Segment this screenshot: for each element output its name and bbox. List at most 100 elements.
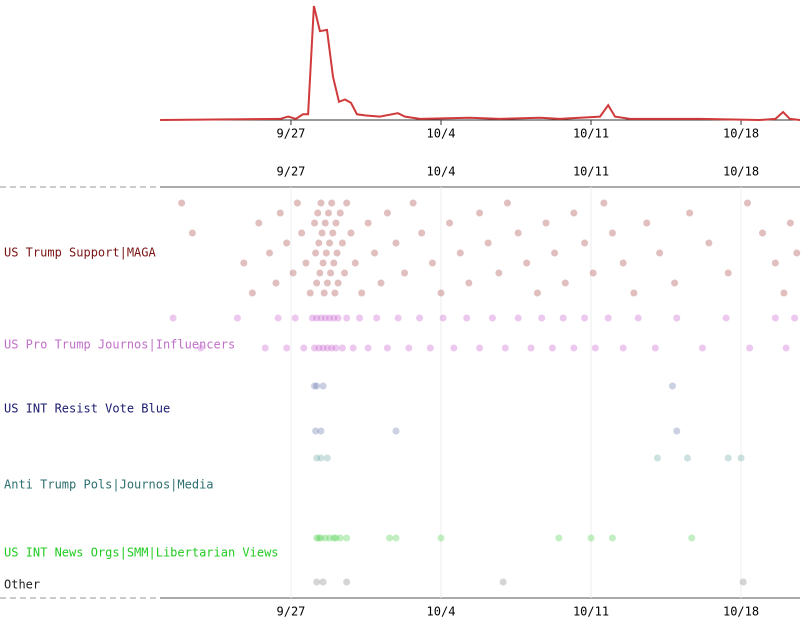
- x-tick-label: 10/4: [427, 165, 456, 179]
- dot: [334, 279, 342, 287]
- dot: [686, 209, 694, 217]
- dot: [283, 344, 291, 352]
- dot: [608, 229, 616, 237]
- dot: [248, 289, 256, 297]
- dot: [653, 454, 661, 462]
- x-tick-label: 10/11: [573, 605, 609, 619]
- x-tick-label: 10/11: [573, 165, 609, 179]
- dot: [499, 578, 507, 586]
- dot: [561, 279, 569, 287]
- dot: [343, 578, 351, 586]
- dot: [347, 229, 355, 237]
- dot: [542, 219, 550, 227]
- dot: [315, 344, 323, 352]
- dot: [371, 249, 379, 257]
- dot: [334, 314, 342, 322]
- dot: [503, 199, 511, 207]
- group-label: US INT News Orgs|SMM|Libertarian Views: [4, 546, 279, 560]
- dot: [302, 259, 310, 267]
- dot: [484, 239, 492, 247]
- dot: [336, 534, 344, 542]
- dot: [266, 249, 274, 257]
- dot: [495, 269, 503, 277]
- dot: [313, 279, 321, 287]
- dot: [316, 269, 324, 277]
- dot: [331, 289, 339, 297]
- dot: [608, 534, 616, 542]
- dot: [426, 344, 434, 352]
- dot: [523, 259, 531, 267]
- dot: [570, 209, 578, 217]
- x-tick-label: 9/27: [277, 127, 306, 141]
- group-label: US Trump Support|MAGA: [4, 246, 156, 260]
- dot: [332, 219, 340, 227]
- dot: [317, 199, 325, 207]
- dot: [450, 344, 458, 352]
- dot: [293, 199, 301, 207]
- dot: [321, 534, 329, 542]
- dot: [437, 534, 445, 542]
- dot: [326, 239, 334, 247]
- dot: [643, 219, 651, 227]
- dot: [311, 344, 319, 352]
- dot: [188, 229, 196, 237]
- dot: [313, 454, 321, 462]
- dot: [377, 279, 385, 287]
- dot: [358, 289, 366, 297]
- line: [160, 5, 801, 122]
- dot: [319, 382, 327, 390]
- dot: [724, 454, 732, 462]
- dot: [619, 259, 627, 267]
- group-label: Other: [4, 578, 40, 592]
- dot: [383, 344, 391, 352]
- dot: [746, 344, 754, 352]
- dot: [319, 344, 327, 352]
- dot: [328, 344, 336, 352]
- dot: [306, 289, 314, 297]
- dot: [338, 239, 346, 247]
- x-tick-label: 9/27: [277, 165, 306, 179]
- dot: [321, 314, 329, 322]
- dot: [323, 454, 331, 462]
- dot: [673, 427, 681, 435]
- dot: [233, 314, 241, 322]
- dot: [324, 209, 332, 217]
- dot: [465, 279, 473, 287]
- dot: [323, 279, 331, 287]
- group-label: US Pro Trump Journos|Influencers: [4, 338, 235, 352]
- dot: [538, 314, 546, 322]
- dot: [416, 314, 424, 322]
- dot: [312, 249, 320, 257]
- dot: [329, 229, 337, 237]
- dot: [330, 314, 338, 322]
- dot: [321, 219, 329, 227]
- dot: [289, 269, 297, 277]
- dot: [394, 314, 402, 322]
- dot: [351, 259, 359, 267]
- dot: [313, 382, 321, 390]
- dot: [405, 344, 413, 352]
- dot: [392, 239, 400, 247]
- dot: [476, 209, 484, 217]
- dot: [317, 427, 325, 435]
- dot: [501, 344, 509, 352]
- dot: [791, 314, 799, 322]
- x-tick-label: 10/18: [723, 127, 759, 141]
- dot: [317, 314, 325, 322]
- dot: [739, 578, 747, 586]
- dot: [261, 344, 269, 352]
- dot: [356, 314, 364, 322]
- dot: [673, 314, 681, 322]
- x-tick-label: 10/4: [427, 127, 456, 141]
- dot: [476, 344, 484, 352]
- dot: [758, 229, 766, 237]
- dot: [559, 314, 567, 322]
- group-label: US INT Resist Vote Blue: [4, 402, 170, 416]
- dot: [409, 199, 417, 207]
- dot: [343, 199, 351, 207]
- dot: [320, 289, 328, 297]
- dot: [283, 239, 291, 247]
- dot: [656, 249, 664, 257]
- dot: [311, 219, 319, 227]
- dot: [786, 219, 794, 227]
